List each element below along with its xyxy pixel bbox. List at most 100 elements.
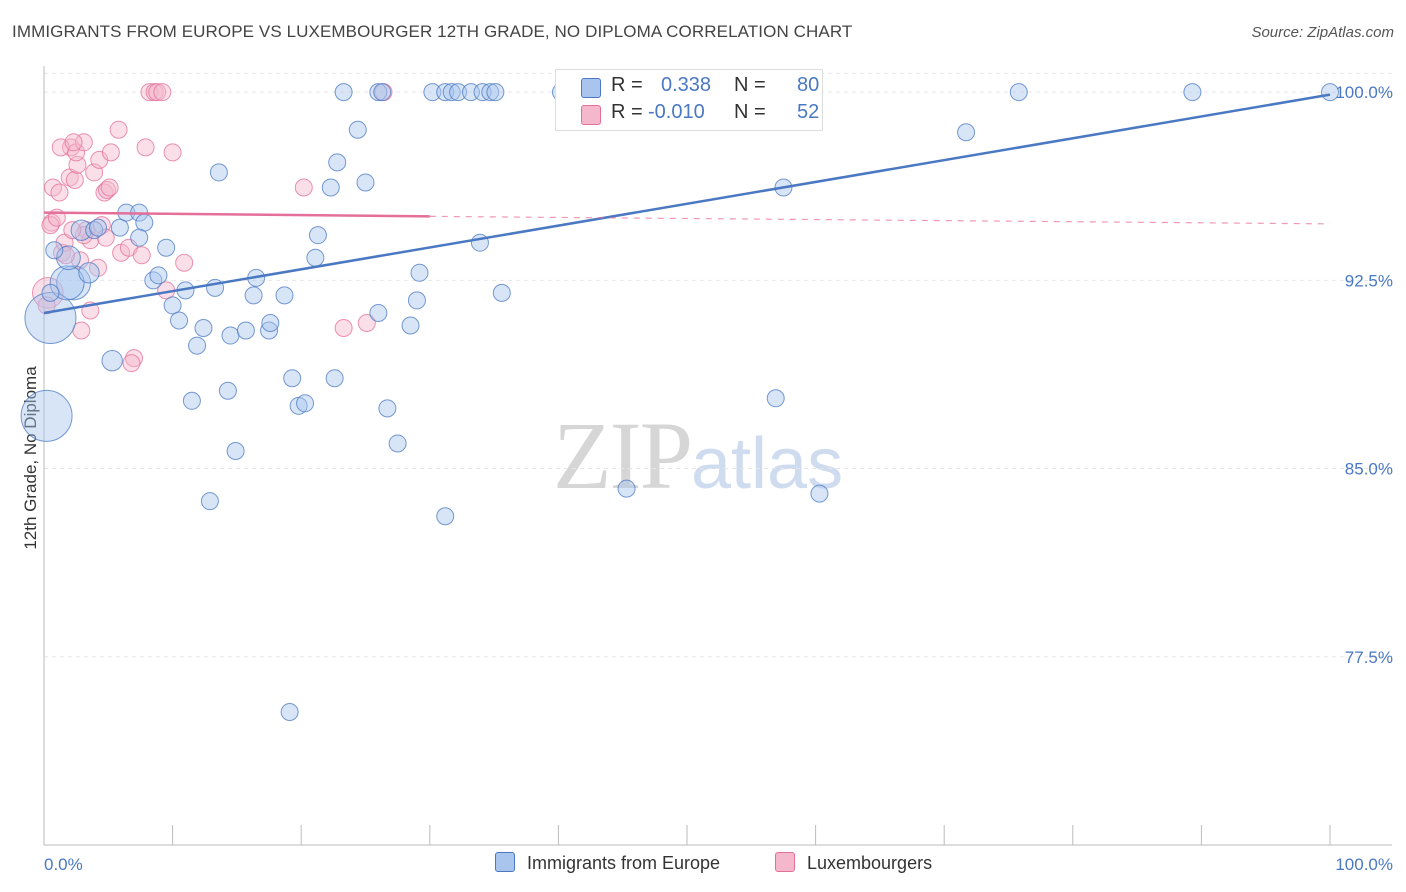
point-immigrants: [244, 286, 263, 305]
point-luxembourgers: [357, 314, 376, 332]
stats-r-value-pink: -0.010: [648, 101, 705, 123]
point-immigrants: [308, 226, 327, 245]
point-immigrants: [135, 213, 154, 232]
point-immigrants: [388, 434, 407, 453]
y-tick-label: 77.5%: [1345, 648, 1393, 667]
point-immigrants: [473, 83, 492, 102]
point-immigrants: [70, 219, 92, 241]
point-immigrants: [157, 238, 176, 257]
point-luxembourgers: [122, 354, 141, 373]
watermark-zip: ZIP: [553, 402, 693, 509]
point-immigrants: [101, 349, 123, 372]
point-immigrants: [1183, 83, 1202, 102]
stats-r-value-blue: 0.338: [661, 74, 712, 96]
point-immigrants: [45, 241, 64, 260]
point-immigrants: [218, 381, 237, 400]
trend-line-luxembourgers-extrapolated: [429, 215, 1331, 225]
stats-swatch-pink: [581, 105, 601, 125]
point-luxembourgers: [334, 319, 353, 338]
y-tick-label: 100.0%: [1335, 83, 1393, 102]
point-immigrants: [306, 248, 325, 267]
source-label: Source: ZipAtlas.com: [1251, 24, 1394, 41]
point-luxembourgers: [41, 216, 60, 235]
point-immigrants: [144, 271, 163, 290]
point-immigrants: [130, 228, 149, 247]
axes: [43, 66, 1392, 846]
point-immigrants: [328, 153, 347, 172]
trend-lines: [43, 93, 1331, 315]
point-immigrants: [369, 303, 388, 322]
point-immigrants: [24, 291, 77, 344]
point-immigrants: [280, 702, 299, 721]
legend-label-blue: Immigrants from Europe: [527, 853, 721, 873]
legend-label-pink: Luxembourgers: [807, 853, 933, 873]
x-tick-label-min: 0.0%: [44, 855, 83, 874]
point-luxembourgers: [64, 133, 83, 152]
y-axis-title: 12th Grade, No Diploma: [21, 366, 40, 550]
stats-r-label-pink: R =: [611, 101, 643, 123]
point-luxembourgers: [50, 183, 69, 202]
point-immigrants: [378, 399, 397, 418]
point-immigrants: [481, 83, 500, 102]
stats-r-label-blue: R =: [611, 74, 643, 96]
point-luxembourgers: [63, 221, 82, 240]
point-luxembourgers: [132, 246, 151, 265]
legend-swatch-blue: [495, 852, 515, 872]
point-immigrants: [348, 120, 367, 139]
point-immigrants: [296, 394, 315, 413]
x-tick-label-max: 100.0%: [1335, 855, 1393, 874]
point-immigrants: [260, 321, 279, 340]
point-immigrants: [449, 83, 468, 102]
point-luxembourgers: [109, 120, 128, 139]
point-immigrants: [325, 369, 344, 388]
stats-n-value-pink: 52: [797, 101, 820, 123]
point-immigrants: [492, 283, 511, 302]
trend-line-immigrants: [43, 93, 1331, 315]
point-immigrants: [1009, 83, 1028, 102]
point-luxembourgers: [100, 178, 119, 197]
chart-title: IMMIGRANTS FROM EUROPE VS LUXEMBOURGER 1…: [12, 22, 853, 41]
point-immigrants: [194, 319, 213, 338]
point-immigrants: [373, 83, 392, 102]
point-luxembourgers: [74, 226, 93, 245]
point-immigrants: [410, 263, 429, 282]
point-immigrants: [321, 178, 340, 197]
point-immigrants: [436, 507, 455, 526]
point-luxembourgers: [125, 349, 144, 368]
legend-item-immigrants: Immigrants from Europe: [495, 852, 720, 874]
point-immigrants: [1321, 83, 1339, 102]
point-luxembourgers: [175, 253, 194, 272]
point-immigrants: [89, 218, 108, 237]
y-tick-label: 85.0%: [1345, 460, 1393, 479]
point-immigrants: [41, 283, 60, 302]
stats-box: R = 0.338 N = 80 R = -0.010 N = 52: [555, 69, 823, 131]
legend-item-luxembourgers: Luxembourgers: [775, 852, 932, 874]
stats-n-label-blue: N =: [734, 74, 766, 96]
point-luxembourgers: [95, 183, 114, 202]
point-immigrants: [261, 314, 280, 332]
point-immigrants: [436, 83, 455, 102]
point-immigrants: [442, 83, 461, 102]
grid-lines: [44, 72, 1392, 658]
point-immigrants: [334, 83, 353, 102]
point-immigrants: [226, 441, 245, 460]
point-immigrants: [283, 369, 302, 388]
point-immigrants: [182, 391, 201, 410]
point-immigrants: [170, 311, 189, 330]
point-luxembourgers: [65, 170, 84, 189]
point-luxembourgers: [98, 180, 117, 199]
point-immigrants: [401, 316, 420, 335]
point-immigrants: [163, 296, 182, 315]
point-immigrants: [957, 123, 976, 142]
point-immigrants: [221, 326, 240, 345]
data-points: [20, 83, 1339, 721]
point-immigrants: [369, 83, 388, 102]
watermark-atlas: atlas: [691, 424, 844, 504]
point-immigrants: [766, 389, 785, 408]
stats-swatch-blue: [581, 78, 601, 98]
point-immigrants: [236, 321, 255, 340]
point-luxembourgers: [140, 83, 159, 102]
point-luxembourgers: [163, 143, 182, 162]
point-luxembourgers: [153, 83, 172, 102]
